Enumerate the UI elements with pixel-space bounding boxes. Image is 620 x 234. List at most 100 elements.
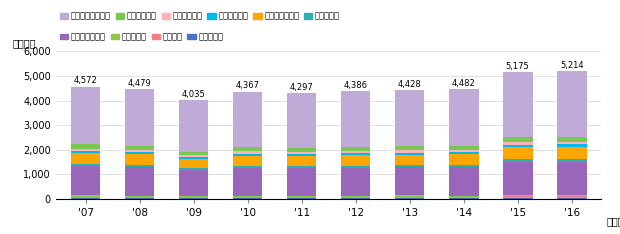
- Text: 4,479: 4,479: [128, 79, 151, 88]
- Bar: [179, 197, 208, 198]
- Bar: [449, 154, 479, 165]
- Bar: [341, 198, 371, 199]
- Bar: [286, 152, 316, 154]
- Bar: [125, 196, 154, 197]
- Bar: [341, 147, 371, 151]
- Bar: [232, 198, 262, 199]
- Text: 4,572: 4,572: [74, 76, 97, 85]
- Bar: [286, 196, 316, 197]
- Bar: [179, 159, 208, 168]
- Bar: [71, 195, 100, 197]
- Bar: [71, 87, 100, 144]
- Text: （億円）: （億円）: [12, 39, 36, 48]
- Bar: [179, 196, 208, 197]
- Bar: [232, 197, 262, 198]
- Bar: [341, 154, 371, 155]
- Bar: [232, 154, 262, 156]
- Bar: [341, 196, 371, 197]
- Bar: [395, 198, 425, 199]
- Bar: [341, 197, 371, 198]
- Bar: [395, 153, 425, 155]
- Bar: [449, 152, 479, 154]
- Bar: [449, 89, 479, 146]
- Bar: [449, 198, 479, 199]
- Bar: [341, 151, 371, 154]
- Bar: [125, 165, 154, 167]
- Bar: [395, 150, 425, 153]
- Bar: [179, 198, 208, 199]
- Bar: [503, 137, 533, 142]
- Bar: [503, 147, 533, 159]
- Bar: [557, 197, 587, 198]
- Text: 5,175: 5,175: [506, 62, 529, 70]
- Bar: [557, 144, 587, 147]
- Bar: [125, 167, 154, 196]
- Bar: [179, 155, 208, 157]
- Text: 4,297: 4,297: [290, 83, 314, 92]
- Bar: [395, 90, 425, 146]
- Bar: [125, 154, 154, 165]
- Text: 4,482: 4,482: [452, 79, 476, 88]
- Bar: [503, 72, 533, 137]
- Bar: [179, 157, 208, 159]
- Bar: [557, 142, 587, 144]
- Bar: [71, 151, 100, 153]
- Bar: [125, 198, 154, 199]
- Bar: [286, 166, 316, 168]
- Bar: [557, 161, 587, 195]
- Bar: [557, 137, 587, 142]
- Bar: [71, 144, 100, 149]
- Bar: [449, 165, 479, 167]
- Bar: [232, 147, 262, 151]
- Text: （暦年）: （暦年）: [607, 217, 620, 227]
- Bar: [449, 167, 479, 196]
- Text: 4,035: 4,035: [182, 90, 205, 99]
- Bar: [503, 142, 533, 145]
- Text: 4,367: 4,367: [236, 81, 260, 90]
- Bar: [286, 93, 316, 148]
- Bar: [557, 159, 587, 161]
- Text: 4,428: 4,428: [398, 80, 422, 89]
- Bar: [232, 196, 262, 197]
- Bar: [71, 166, 100, 195]
- Bar: [125, 197, 154, 198]
- Bar: [503, 162, 533, 195]
- Bar: [71, 153, 100, 164]
- Bar: [557, 195, 587, 197]
- Bar: [557, 71, 587, 137]
- Text: 4,386: 4,386: [343, 81, 368, 90]
- Bar: [286, 156, 316, 166]
- Bar: [449, 150, 479, 152]
- Bar: [71, 198, 100, 199]
- Text: 5,214: 5,214: [560, 61, 583, 69]
- Bar: [71, 149, 100, 151]
- Bar: [503, 145, 533, 147]
- Bar: [395, 165, 425, 167]
- Bar: [71, 197, 100, 198]
- Bar: [286, 197, 316, 198]
- Bar: [557, 147, 587, 159]
- Bar: [125, 150, 154, 152]
- Legend: 製パン製菓機械, 製めん機械, 製粉機器, 精米支機械: 製パン製菓機械, 製めん機械, 製粉機器, 精米支機械: [60, 33, 223, 41]
- Bar: [503, 159, 533, 162]
- Bar: [341, 155, 371, 165]
- Bar: [179, 100, 208, 152]
- Bar: [125, 146, 154, 150]
- Bar: [395, 155, 425, 165]
- Bar: [125, 89, 154, 146]
- Bar: [503, 198, 533, 199]
- Bar: [341, 91, 371, 147]
- Bar: [71, 164, 100, 166]
- Bar: [395, 197, 425, 198]
- Bar: [179, 152, 208, 155]
- Bar: [395, 167, 425, 195]
- Bar: [286, 198, 316, 199]
- Bar: [286, 168, 316, 196]
- Bar: [449, 196, 479, 197]
- Bar: [232, 166, 262, 168]
- Bar: [503, 197, 533, 198]
- Bar: [232, 151, 262, 154]
- Bar: [286, 154, 316, 156]
- Bar: [179, 168, 208, 170]
- Bar: [232, 168, 262, 196]
